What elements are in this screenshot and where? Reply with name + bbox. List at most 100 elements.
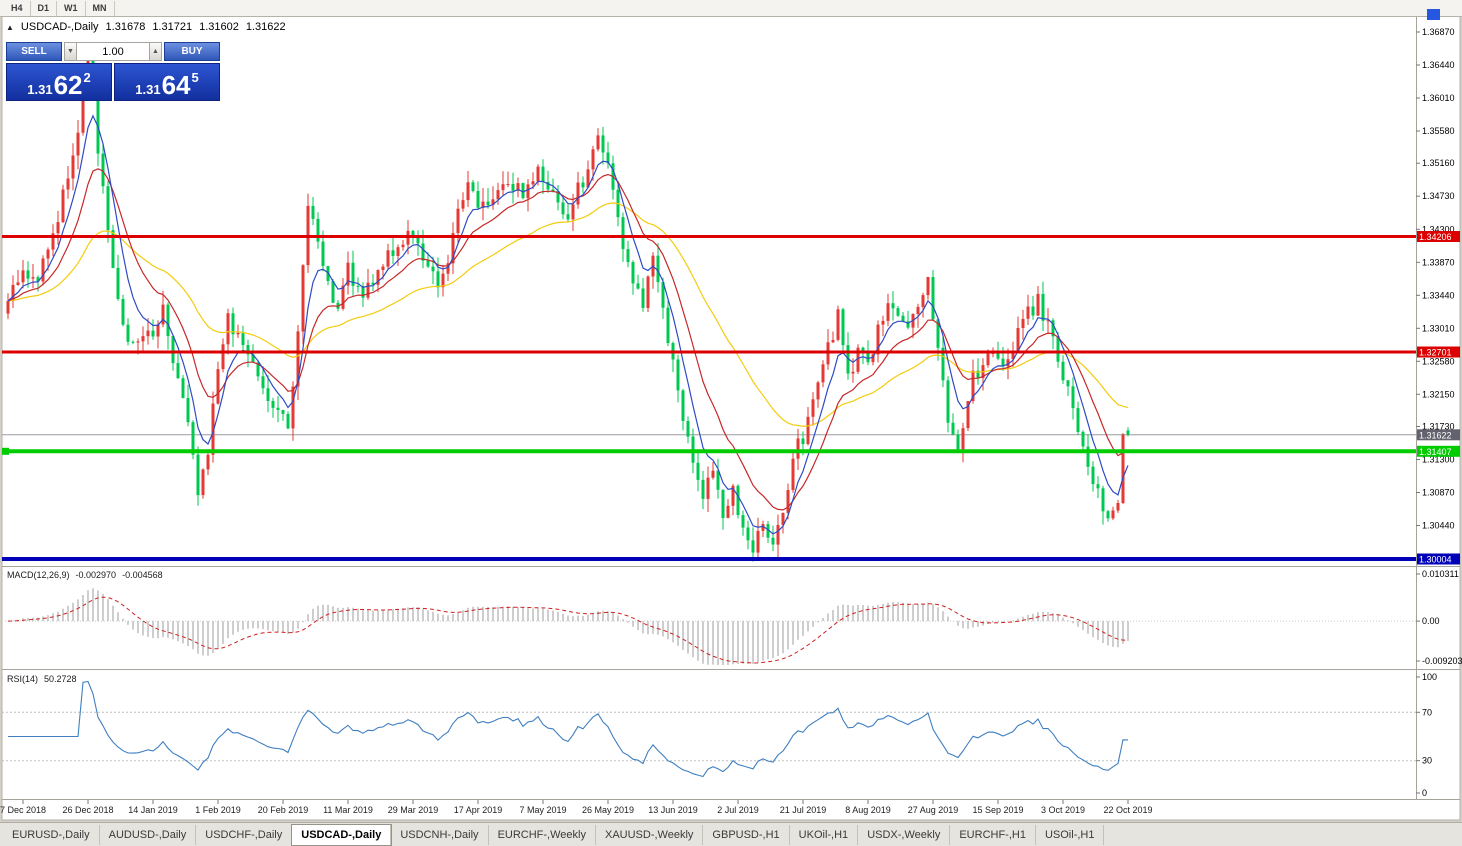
price-tag: 1.34206 (1417, 231, 1460, 242)
one-click-trading-panel: SELL ▼ ▲ BUY 1.31 62 2 1.31 64 5 (6, 42, 220, 101)
moving-average-6 (7, 114, 1129, 535)
timeframe-button-mn[interactable]: MN (86, 0, 115, 16)
symbol-tab-eurchf-weekly[interactable]: EURCHF-,Weekly (489, 824, 596, 845)
date-label: 3 Oct 2019 (1041, 805, 1085, 815)
date-label: 7 May 2019 (519, 805, 566, 815)
symbol-tab-usdcad-daily[interactable]: USDCAD-,Daily (292, 824, 392, 845)
price-axis-label: 1.36010 (1422, 93, 1455, 103)
date-label: 15 Sep 2019 (972, 805, 1023, 815)
chart-title: ▲ USDCAD-,Daily 1.31678 1.31721 1.31602 … (6, 21, 286, 33)
price-tag: 1.32701 (1417, 346, 1460, 358)
sell-button[interactable]: SELL (6, 42, 62, 61)
symbol-tab-gbpusd-h1[interactable]: GBPUSD-,H1 (703, 824, 790, 845)
price-axis-label: 1.36440 (1422, 60, 1455, 70)
price-axis[interactable]: 1.36870 1.36440 1.36010 1.35580 1.35160 1.347… (1416, 27, 1455, 531)
price-axis-label: 1.34730 (1422, 191, 1455, 201)
rsi-axis-label: 70 (1422, 707, 1432, 717)
symbol-tab-usoil-h1[interactable]: USOil-,H1 (1036, 824, 1105, 845)
buy-price-pips: 64 (161, 70, 191, 100)
collapse-arrow-icon[interactable]: ▲ (6, 22, 14, 32)
buy-button[interactable]: BUY (164, 42, 220, 61)
svg-text:1.31622: 1.31622 (1419, 430, 1452, 440)
candlesticks (6, 49, 1130, 562)
date-label: 14 Jan 2019 (128, 805, 178, 815)
chart-shift-marker[interactable] (1427, 9, 1440, 20)
macd-histogram (12, 588, 1129, 665)
macd-axis-label: 0.00 (1422, 616, 1440, 626)
price-axis-label: 1.32580 (1422, 356, 1455, 366)
date-label: 2 Jul 2019 (717, 805, 759, 815)
timeframe-button-d1[interactable]: D1 (31, 0, 58, 16)
buy-price-major: 1.31 (135, 82, 161, 97)
sell-price-pips: 62 (53, 70, 83, 100)
close-value: 1.31622 (245, 21, 286, 33)
symbol-tab-audusd-daily[interactable]: AUDUSD-,Daily (100, 824, 197, 845)
price-axis-label: 1.33010 (1422, 323, 1455, 333)
symbol-tab-ukoil-h1[interactable]: UKOil-,H1 (790, 824, 859, 845)
timeframe-toolbar: H4 D1 W1 MN (0, 0, 1462, 17)
rsi-value: 50.2728 (44, 674, 77, 684)
price-axis-label: 1.31300 (1422, 455, 1455, 465)
buy-quote-button[interactable]: 1.31 64 5 (114, 63, 220, 101)
symbol-tab-eurchf-h1[interactable]: EURCHF-,H1 (950, 824, 1036, 845)
volume-input[interactable] (77, 42, 149, 61)
moving-average-40 (7, 202, 1129, 428)
price-axis-label: 1.30440 (1422, 521, 1455, 531)
svg-text:1.31407: 1.31407 (1419, 447, 1452, 457)
volume-increase-button[interactable]: ▲ (149, 42, 162, 61)
volume-decrease-button[interactable]: ▼ (64, 42, 77, 61)
macd-name: MACD(12,26,9) (7, 570, 70, 580)
symbol-tab-eurusd-daily[interactable]: EURUSD-,Daily (3, 824, 100, 845)
price-axis-label: 1.33870 (1422, 257, 1455, 267)
date-label: 7 Dec 2018 (0, 805, 46, 815)
macd-header: MACD(12,26,9) -0.002970 -0.004568 (7, 570, 163, 580)
chart-window-background (2, 17, 1460, 820)
date-label: 11 Mar 2019 (323, 805, 373, 815)
symbol-period-label: USDCAD-,Daily (20, 21, 99, 33)
symbol-tab-usdchf-daily[interactable]: USDCHF-,Daily (196, 824, 293, 845)
price-axis-label: 1.35160 (1422, 158, 1455, 168)
buy-price-point: 5 (191, 70, 199, 85)
date-label: 1 Feb 2019 (195, 805, 241, 815)
open-value: 1.31678 (105, 21, 146, 33)
date-label: 27 Aug 2019 (908, 805, 959, 815)
sell-price-major: 1.31 (27, 82, 53, 97)
rsi-name: RSI(14) (7, 674, 39, 684)
price-axis-label: 1.34300 (1422, 224, 1455, 234)
price-axis-label: 1.35580 (1422, 126, 1455, 136)
svg-text:1.32701: 1.32701 (1419, 348, 1452, 358)
price-tag: 1.31407 (1417, 445, 1460, 457)
date-label: 20 Feb 2019 (258, 805, 309, 815)
date-label: 29 Mar 2019 (388, 805, 439, 815)
rsi-header: RSI(14) 50.2728 (7, 674, 77, 684)
symbol-tab-bar: EURUSD-,Daily AUDUSD-,Daily USDCHF-,Daily U… (0, 822, 1462, 846)
price-tag: 1.31622 (1417, 429, 1460, 441)
volume-control: ▼ ▲ (64, 42, 162, 61)
price-tag: 1.30004 (1417, 553, 1460, 565)
symbol-tab-xauusd-weekly[interactable]: XAUUSD-,Weekly (596, 824, 704, 845)
symbol-tab-usdcnh-daily[interactable]: USDCNH-,Daily (391, 824, 489, 845)
date-label: 22 Oct 2019 (1103, 805, 1152, 815)
rsi-axis-label: 0 (1422, 788, 1427, 798)
date-label: 17 Apr 2019 (454, 805, 503, 815)
timeframe-button-h4[interactable]: H4 (4, 0, 31, 16)
price-axis-label: 1.36870 (1422, 27, 1455, 37)
sell-quote-button[interactable]: 1.31 62 2 (6, 63, 112, 101)
price-axis-label: 1.31730 (1422, 422, 1455, 432)
rsi-axis-label: 30 (1422, 756, 1432, 766)
price-axis-label: 1.32150 (1422, 389, 1455, 399)
rsi-axis-label: 100 (1422, 672, 1437, 682)
timeframe-button-w1[interactable]: W1 (57, 0, 86, 16)
hline-drag-handle[interactable] (2, 447, 9, 455)
high-value: 1.31721 (152, 21, 193, 33)
price-axis-label: 1.33440 (1422, 290, 1455, 300)
price-axis-label: 1.30870 (1422, 488, 1455, 498)
rsi-line (8, 680, 1129, 778)
symbol-tab-usdx-weekly[interactable]: USDX-,Weekly (858, 824, 951, 845)
low-value: 1.31602 (199, 21, 239, 33)
date-label: 8 Aug 2019 (845, 805, 891, 815)
date-axis[interactable]: 7 Dec 2018 26 Dec 2018 14 Jan 2019 1 Feb 20… (0, 800, 1153, 815)
date-label: 13 Jun 2019 (648, 805, 698, 815)
date-label: 21 Jul 2019 (780, 805, 827, 815)
